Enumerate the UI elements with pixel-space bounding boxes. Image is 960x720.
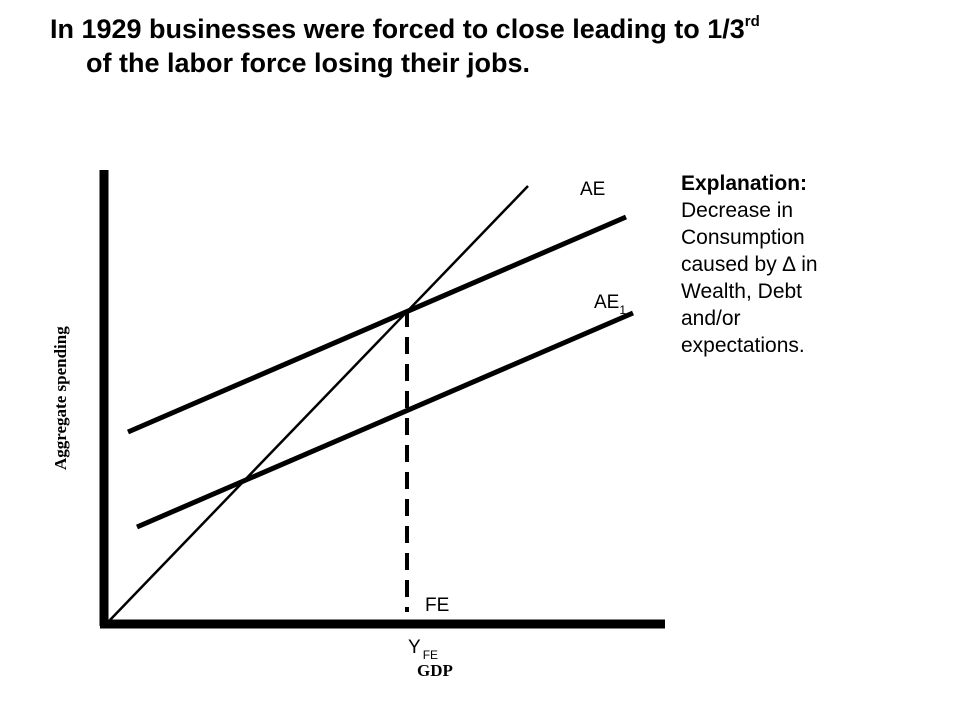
ae1-curve [136, 310, 634, 530]
title-line-1: In 1929 businesses were forced to close … [50, 13, 760, 44]
title-superscript: rd [744, 13, 760, 30]
explanation-box: Explanation: Decrease in Consumption cau… [681, 170, 911, 359]
yfe-label: Y FE [408, 637, 438, 662]
explanation-line: caused by ∆ in [681, 253, 818, 276]
title-line-2: of the labor force losing their jobs. [86, 48, 531, 78]
explanation-line: and/or [681, 307, 741, 330]
ae1-label: AE1 [594, 292, 626, 317]
ae-curve [127, 214, 627, 435]
slide-title: In 1929 businesses were forced to close … [50, 12, 950, 80]
x-axis-label: GDP [417, 661, 453, 680]
ae-label: AE [580, 179, 605, 200]
explanation-heading: Explanation: [681, 172, 808, 195]
explanation-line: Wealth, Debt [681, 280, 803, 303]
forty-five-degree-line [109, 185, 529, 621]
y-axis-label: Aggregate spending [51, 326, 70, 470]
explanation-line: Decrease in [681, 199, 794, 222]
fe-label: FE [425, 595, 449, 616]
explanation-line: expectations. [681, 334, 805, 357]
explanation-line: Consumption [681, 226, 805, 249]
